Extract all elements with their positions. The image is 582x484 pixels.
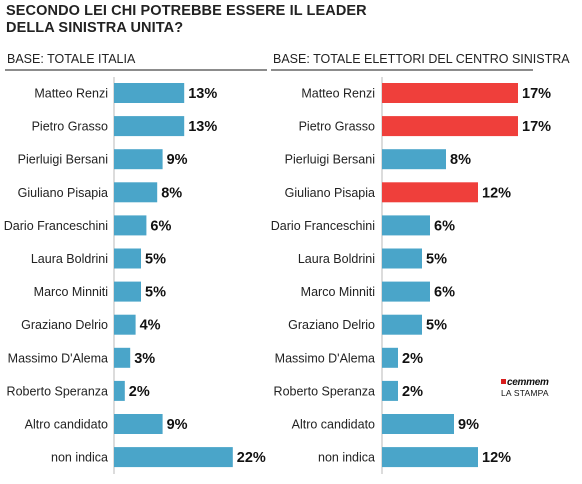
left-category-label-4: Dario Franceschini <box>4 219 108 233</box>
right-value-label-6: 6% <box>434 285 455 301</box>
right-category-label-7: Graziano Delrio <box>288 318 375 332</box>
right-bar-2 <box>382 149 446 170</box>
chart-title-line-2: DELLA SINISTRA UNITA? <box>6 20 184 36</box>
right-value-label-0: 17% <box>522 86 551 102</box>
left-value-label-1: 13% <box>188 119 217 135</box>
chart-title: SECONDO LEI CHI POTREBBE ESSERE IL LEADE… <box>6 3 367 37</box>
left-bar-11 <box>114 447 233 468</box>
left-value-label-8: 3% <box>134 351 155 367</box>
left-value-label-11: 22% <box>237 450 266 466</box>
right-bar-6 <box>382 281 430 302</box>
left-bar-3 <box>114 182 158 203</box>
right-bar-0 <box>382 83 518 103</box>
left-bar-0 <box>114 83 185 103</box>
left-value-label-9: 2% <box>129 384 150 400</box>
right-bar-7 <box>382 314 422 335</box>
right-bar-5 <box>382 248 422 269</box>
left-category-label-1: Pietro Grasso <box>32 120 108 134</box>
right-category-label-4: Dario Franceschini <box>271 219 375 233</box>
right-bar-3 <box>382 182 478 203</box>
newspaper-name: LA STAMPA <box>501 388 549 398</box>
right-category-label-3: Giuliano Pisapia <box>285 186 375 200</box>
source-credit: cemmem LA STAMPA <box>501 378 549 399</box>
right-bar-1 <box>382 116 518 137</box>
left-value-label-6: 5% <box>145 285 166 301</box>
left-bar-4 <box>114 215 147 236</box>
right-panel-title: BASE: TOTALE ELETTORI DEL CENTRO SINISTR… <box>273 52 570 66</box>
left-value-label-5: 5% <box>145 252 166 268</box>
right-bar-9 <box>382 380 398 401</box>
right-bar-8 <box>382 347 398 368</box>
left-category-label-3: Giuliano Pisapia <box>18 186 108 200</box>
right-category-label-0: Matteo Renzi <box>301 87 375 101</box>
left-category-label-2: Pierluigi Bersani <box>18 153 108 167</box>
left-bar-1 <box>114 116 185 137</box>
right-category-label-5: Laura Boldrini <box>298 252 375 266</box>
right-bar-10 <box>382 414 454 434</box>
right-category-label-9: Roberto Speranza <box>274 384 376 398</box>
right-category-label-10: Altro candidato <box>292 418 375 432</box>
right-value-label-8: 2% <box>402 351 423 367</box>
right-bar-11 <box>382 447 478 468</box>
right-value-label-9: 2% <box>402 384 423 400</box>
left-value-label-2: 9% <box>167 152 188 168</box>
chart-title-line-1: SECONDO LEI CHI POTREBBE ESSERE IL LEADE… <box>6 3 367 19</box>
left-bar-8 <box>114 347 131 368</box>
left-category-label-0: Matteo Renzi <box>34 87 108 101</box>
right-bar-4 <box>382 215 430 236</box>
left-panel-title: BASE: TOTALE ITALIA <box>7 52 136 66</box>
left-bar-5 <box>114 248 141 269</box>
left-category-label-11: non indica <box>51 451 108 465</box>
right-category-label-8: Massimo D'Alema <box>275 351 375 365</box>
left-bar-2 <box>114 149 163 170</box>
left-bar-6 <box>114 281 141 302</box>
left-category-label-5: Laura Boldrini <box>31 252 108 266</box>
left-category-label-6: Marco Minniti <box>34 285 108 299</box>
left-bar-7 <box>114 314 136 335</box>
right-category-label-2: Pierluigi Bersani <box>285 153 375 167</box>
left-bar-9 <box>114 380 125 401</box>
right-value-label-4: 6% <box>434 218 455 234</box>
left-value-label-3: 8% <box>161 185 182 201</box>
left-value-label-4: 6% <box>150 218 171 234</box>
right-value-label-1: 17% <box>522 119 551 135</box>
right-category-label-1: Pietro Grasso <box>299 120 375 134</box>
right-panel-rule <box>271 69 533 71</box>
right-value-label-5: 5% <box>426 252 447 268</box>
right-value-label-10: 9% <box>458 417 479 433</box>
left-value-label-7: 4% <box>140 318 161 334</box>
left-category-label-9: Roberto Speranza <box>7 384 109 398</box>
left-value-label-0: 13% <box>188 86 217 102</box>
right-category-label-11: non indica <box>318 451 375 465</box>
right-value-label-2: 8% <box>450 152 471 168</box>
cemmem-logo: cemmem <box>501 378 549 388</box>
right-category-label-6: Marco Minniti <box>301 285 375 299</box>
right-value-label-3: 12% <box>482 185 511 201</box>
left-panel-rule <box>5 69 267 71</box>
left-category-label-10: Altro candidato <box>25 418 108 432</box>
right-value-label-7: 5% <box>426 318 447 334</box>
left-value-label-10: 9% <box>167 417 188 433</box>
left-category-label-8: Massimo D'Alema <box>8 351 108 365</box>
left-category-label-7: Graziano Delrio <box>21 318 108 332</box>
right-value-label-11: 12% <box>482 450 511 466</box>
left-bar-10 <box>114 414 163 434</box>
